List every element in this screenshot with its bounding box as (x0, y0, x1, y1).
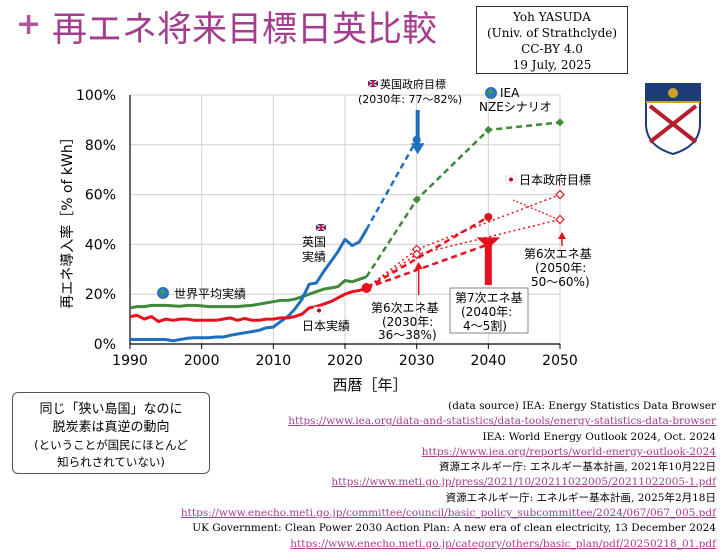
sixth-plan-2050-label: (2050年: (535, 261, 586, 275)
uk-target-arrow (410, 143, 425, 155)
uk-flag-icon (316, 224, 326, 231)
y-tick-label: 0% (94, 337, 116, 353)
projection-point (484, 125, 493, 134)
callout-line-4: 知られされていない) (57, 455, 165, 469)
sixth-plan-2030-label: (2030年: (382, 315, 433, 329)
source-link[interactable]: https://www.enecho.meti.go.jp/category/o… (290, 537, 716, 550)
projection-line (365, 139, 418, 231)
sixth-2050-arrow (558, 232, 566, 239)
projection-point (555, 214, 565, 225)
uk-actual-label: 英国 (302, 235, 326, 249)
source-line: IEA: World Energy Outlook 2024, Oct. 202… (482, 430, 716, 443)
x-tick-label: 2040 (471, 353, 507, 369)
page-title: 再エネ将来目標日英比較 (52, 10, 438, 50)
jp-flag-icon (509, 177, 513, 182)
sources-list: (data source) IEA: Energy Statistics Dat… (116, 399, 716, 552)
sixth-2030-arrow (414, 262, 423, 269)
x-tick-label: 1990 (112, 353, 148, 369)
callout-line-1: 同じ「狭い島国」なのに (39, 402, 183, 417)
x-tick-label: 2020 (327, 353, 363, 369)
projection-point (556, 118, 564, 127)
callout-line-3: (ということが国民にほとんど (34, 438, 188, 452)
credit-box: Yoh YASUDA (Univ. of Strathclyde) CC-BY … (476, 6, 628, 74)
jp-target-leader (512, 199, 556, 219)
uk-target-label: 英国政府目標 (380, 77, 446, 91)
projection-point (412, 195, 421, 204)
source-line: (data source) IEA: Energy Statistics Dat… (448, 400, 716, 412)
uk-target-label: (2030年: 77〜82%) (358, 92, 462, 106)
x-axis-label: 西暦［年］ (332, 376, 407, 394)
credit-date: 19 July, 2025 (512, 58, 592, 72)
x-tick-label: 2000 (184, 353, 220, 369)
callout-box: 同じ「狭い島国」なのに 脱炭素は真逆の動向 (ということが国民にほとんど 知られ… (12, 392, 210, 474)
source-link[interactable]: https://www.iea.org/reports/world-energy… (421, 445, 716, 458)
uk-flag-icon (368, 80, 378, 87)
callout-line-2: 脱炭素は真逆の動向 (52, 420, 170, 435)
source-link[interactable]: https://www.iea.org/data-and-statistics/… (288, 415, 716, 428)
seventh-plan-label: 4〜5割) (463, 318, 507, 333)
projection-line (366, 193, 561, 289)
x-tick-label: 2010 (256, 353, 292, 369)
y-tick-label: 60% (85, 188, 116, 204)
university-crest-icon (645, 83, 701, 156)
y-tick-label: 80% (85, 138, 116, 154)
y-tick-label: 20% (85, 287, 116, 303)
projection-point (411, 249, 422, 260)
seventh-plan-box (449, 287, 529, 334)
globe-icon (160, 290, 165, 295)
series-line (129, 275, 367, 310)
iea-label: NZEシナリオ (479, 100, 552, 114)
x-tick-label: 2050 (542, 353, 578, 369)
iea-label: IEA (500, 86, 520, 100)
source-link[interactable]: https://www.enecho.meti.go.jp/committee/… (180, 507, 716, 520)
credit-affiliation: (Univ. of Strathclyde) (486, 26, 618, 40)
projection-point (484, 213, 493, 222)
source-line: UK Government: Clean Power 2030 Action P… (192, 522, 716, 535)
globe-icon (488, 90, 493, 95)
uk-actual-label: 実績 (302, 249, 326, 264)
series-line (130, 228, 368, 343)
projection-point (555, 189, 565, 200)
sixth-plan-2030-label: 36〜38%) (378, 328, 437, 342)
projection-line (366, 243, 489, 290)
seventh-plan-label: (2040年: (461, 305, 512, 319)
y-tick-label: 40% (85, 237, 116, 253)
source-line: 資源エネルギー庁: エネルギー基本計画, 2025年2月18日 (445, 491, 716, 504)
series-line (129, 286, 367, 324)
credit-license: CC-BY 4.0 (521, 42, 583, 56)
y-axis-label: 再エネ導入率［% of kWh］ (59, 130, 76, 309)
chart-area: 0% 20% 40% 60% 80% 100% 1990 2000 2010 2020 2030 20… (59, 77, 592, 394)
sixth-plan-2050-label: 50〜60%) (531, 275, 590, 289)
jp-gov-target-label: 日本政府目標 (519, 172, 591, 187)
seventh-plan-label: 第7次エネ基 (455, 291, 523, 305)
projection-line (365, 121, 561, 278)
projection-point (361, 282, 372, 293)
sixth-plan-2050-label: 第6次エネ基 (524, 247, 592, 261)
credit-author: Yoh YASUDA (513, 10, 591, 24)
world-actual-label: 世界平均実績 (174, 286, 246, 301)
jp-flag-icon (317, 308, 321, 313)
sixth-plan-2030-label: 第6次エネ基 (371, 301, 439, 315)
seventh-plan-arrow (476, 237, 501, 249)
source-line: 資源エネルギー庁: エネルギー基本計画, 2021年10月22日 (439, 461, 716, 474)
plus-icon: + (16, 7, 42, 42)
y-tick-label: 100% (76, 88, 116, 104)
source-link[interactable]: https://www.meti.go.jp/press/2021/10/202… (331, 476, 716, 489)
japan-actual-label: 日本実績 (302, 318, 350, 333)
x-tick-label: 2030 (399, 353, 435, 369)
